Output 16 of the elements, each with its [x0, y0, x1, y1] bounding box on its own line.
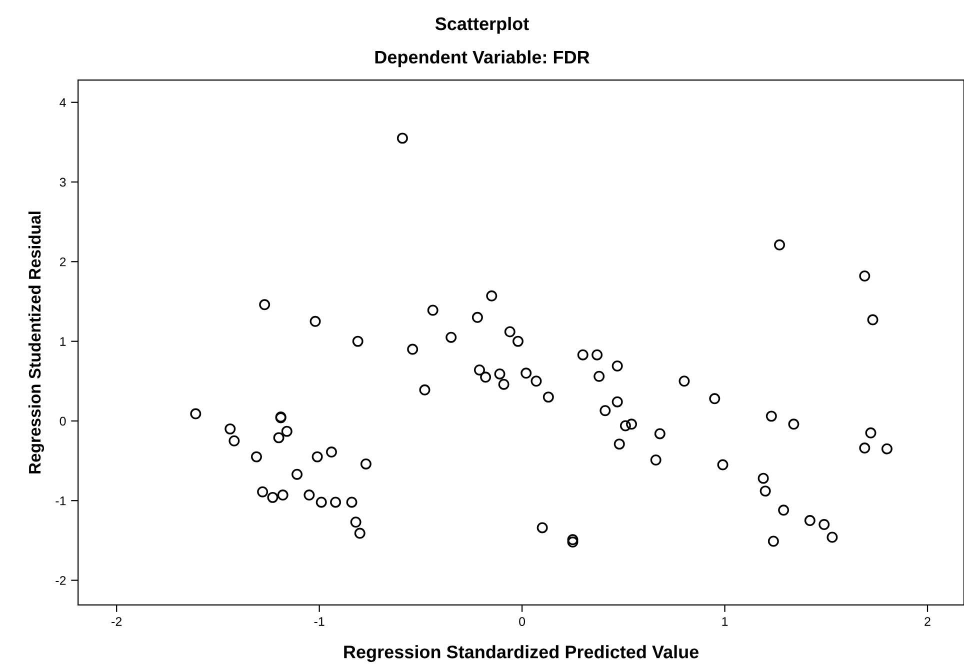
y-tick-label: -1 [56, 496, 66, 506]
y-tick-label: 3 [60, 178, 66, 187]
x-axis-title: Regression Standardized Predicted Value [344, 645, 699, 662]
x-tick-label: -1 [314, 617, 324, 626]
chart-title: Scatterplot [435, 16, 529, 34]
x-tick-label: -2 [112, 617, 122, 626]
y-tick-label: 2 [60, 257, 66, 266]
y-tick-label: 0 [60, 416, 66, 426]
y-tick-label: 1 [60, 337, 66, 346]
y-tick-label: -2 [56, 576, 66, 585]
x-tick-label: 1 [722, 617, 728, 626]
x-tick-label: 2 [924, 617, 930, 626]
y-tick-label: 4 [60, 98, 66, 107]
chart-subtitle: Dependent Variable: FDR [375, 50, 590, 68]
y-axis-title: Regression Studentized Residual [28, 212, 44, 474]
x-tick-label: 0 [519, 617, 526, 626]
